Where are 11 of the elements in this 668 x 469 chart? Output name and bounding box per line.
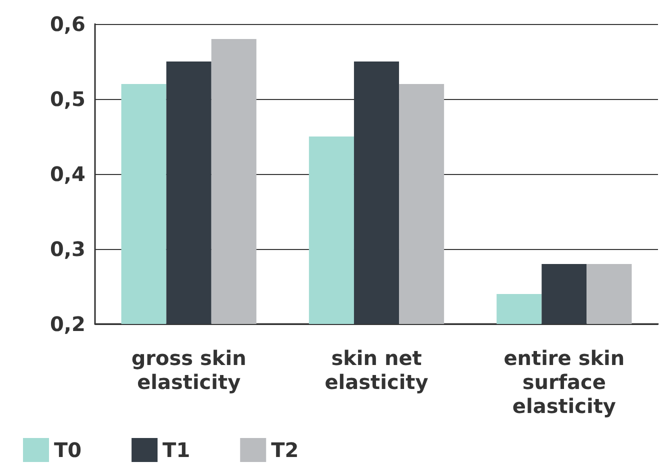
x-tick-label: skin net elasticity [324, 346, 428, 394]
x-tick-label: gross skin elasticity [131, 346, 246, 394]
y-tick-label: 0,6 [50, 12, 86, 36]
y-tick-label: 0,5 [50, 87, 86, 111]
y-tick-label: 0,2 [50, 312, 86, 336]
y-tick-label: 0,3 [50, 237, 86, 261]
legend-label: T1 [162, 438, 190, 462]
legend-label: T2 [271, 438, 299, 462]
legend-label: T0 [54, 438, 82, 462]
x-tick-label: entire skin surface elasticity [504, 346, 625, 418]
y-tick-label: 0,4 [50, 162, 86, 186]
